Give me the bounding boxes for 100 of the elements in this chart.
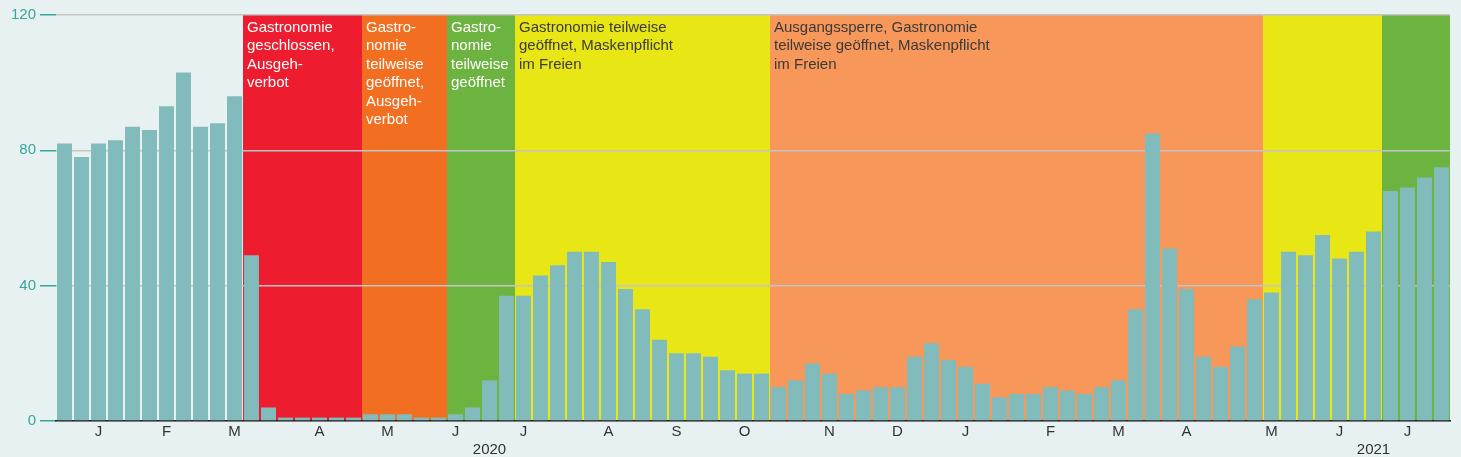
bar	[261, 407, 276, 421]
y-tick-label: 0	[27, 411, 36, 429]
bar	[788, 380, 803, 421]
x-tick-label: A	[314, 422, 325, 440]
x-tick-label: 2021	[1356, 440, 1391, 457]
y-tick-label: 40	[19, 275, 36, 293]
bar	[1434, 167, 1449, 421]
bar	[1281, 251, 1296, 421]
bar	[108, 140, 123, 421]
bar	[924, 343, 939, 421]
bar	[584, 251, 599, 421]
x-tick-label: M	[228, 422, 241, 440]
bar	[703, 356, 718, 421]
bar	[1400, 187, 1415, 421]
y-tick-label: 80	[19, 140, 36, 158]
x-tick-label: F	[161, 422, 172, 440]
bar	[669, 353, 684, 421]
annotation: Gastro- nomie teilweise geöffnet, Ausgeh- verbot	[366, 17, 425, 128]
bar	[601, 261, 616, 421]
bar	[635, 309, 650, 421]
bar	[482, 380, 497, 421]
bar	[125, 126, 140, 421]
x-tick-label: A	[1181, 422, 1192, 440]
bar	[1247, 299, 1262, 421]
bar	[652, 339, 667, 421]
bar	[550, 265, 565, 421]
x-tick-label: 2020	[472, 440, 507, 457]
bar	[1349, 251, 1364, 421]
bar	[975, 383, 990, 421]
bar	[499, 295, 514, 421]
bar	[380, 414, 395, 421]
bar	[176, 72, 191, 421]
bar	[805, 363, 820, 421]
bar	[1213, 366, 1228, 421]
bar	[1094, 387, 1109, 421]
y-tick-label: 120	[10, 5, 36, 23]
bar	[244, 255, 259, 421]
bar	[1298, 255, 1313, 421]
bar	[363, 414, 378, 421]
x-tick-label: O	[738, 422, 751, 440]
bar	[839, 393, 854, 421]
bar	[142, 130, 157, 421]
annotation: Gastronomie teilweise geöffnet, Maskenpflicht im Freien	[519, 17, 674, 72]
bar	[1315, 234, 1330, 421]
bar	[1264, 292, 1279, 421]
bar	[1162, 248, 1177, 421]
annotation: Ausgangssperre, Gastronomie teilweise geöffnet, Maskenpflicht im Freien	[774, 17, 991, 72]
x-tick-label: J	[1335, 422, 1344, 440]
annotation: Gastro- nomie teilweise geöffnet	[451, 17, 509, 91]
bar	[1043, 387, 1058, 421]
bar	[1060, 390, 1075, 421]
bar	[856, 390, 871, 421]
x-tick-label: N	[824, 422, 835, 440]
x-tick-label: A	[603, 422, 614, 440]
bar	[1196, 356, 1211, 421]
bar	[890, 387, 905, 421]
x-tick-label: F	[1045, 422, 1056, 440]
bar	[1026, 393, 1041, 421]
x-tick-label: M	[1265, 422, 1278, 440]
bar	[1077, 393, 1092, 421]
bar	[91, 143, 106, 421]
x-tick-label: J	[1403, 422, 1412, 440]
bar	[1128, 309, 1143, 421]
bar	[1417, 177, 1432, 421]
bar	[533, 275, 548, 421]
x-tick-label: D	[892, 422, 904, 440]
x-tick-label: J	[961, 422, 970, 440]
bar	[1111, 380, 1126, 421]
x-tick-label: S	[671, 422, 682, 440]
x-tick-label: M	[381, 422, 394, 440]
bar	[57, 143, 72, 421]
bar	[941, 360, 956, 421]
bar	[193, 126, 208, 421]
bar	[210, 123, 225, 421]
bar	[227, 96, 242, 421]
bar	[397, 414, 412, 421]
bar	[1009, 393, 1024, 421]
bar	[992, 397, 1007, 421]
bar	[1179, 289, 1194, 421]
bar	[873, 387, 888, 421]
bar	[720, 370, 735, 421]
bar	[1383, 190, 1398, 421]
bar	[1145, 133, 1160, 421]
bar	[1230, 346, 1245, 421]
bar	[1332, 258, 1347, 421]
bar	[822, 373, 837, 421]
bar	[618, 289, 633, 421]
bar	[907, 356, 922, 421]
bar	[754, 373, 769, 421]
bar	[74, 157, 89, 421]
bar	[771, 387, 786, 421]
bar	[567, 251, 582, 421]
bar	[465, 407, 480, 421]
x-tick-label: J	[94, 422, 103, 440]
bar	[1366, 231, 1381, 421]
bar	[958, 366, 973, 421]
bar	[159, 106, 174, 421]
x-tick-label: M	[1112, 422, 1125, 440]
x-tick-label: J	[451, 422, 460, 440]
bar	[686, 353, 701, 421]
